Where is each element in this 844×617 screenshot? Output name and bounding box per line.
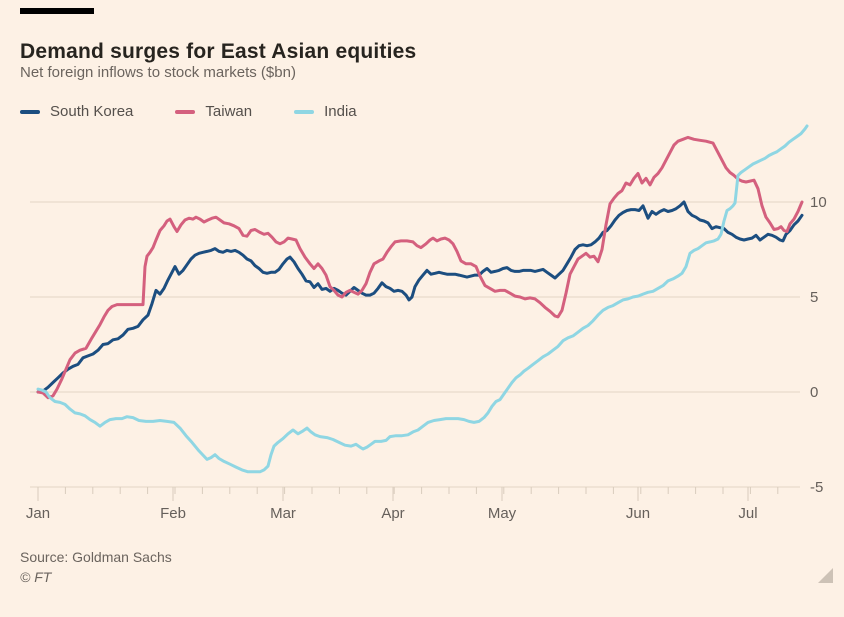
series-line-south-korea	[36, 200, 804, 394]
legend-item-south-korea: South Korea	[20, 103, 133, 120]
x-tick-label: Jan	[26, 505, 50, 522]
india-line-swatch-icon	[294, 109, 315, 114]
x-tick-label: Mar	[270, 505, 296, 522]
x-tick-label: Jun	[626, 505, 650, 522]
legend: South Korea Taiwan India	[20, 103, 357, 120]
x-tick-label: Feb	[160, 505, 186, 522]
x-tick-label: Jul	[738, 505, 757, 522]
top-accent-bar	[20, 8, 94, 14]
legend-item-taiwan: Taiwan	[175, 103, 252, 120]
x-tick-label: May	[488, 505, 517, 522]
legend-label-india: India	[324, 103, 357, 120]
resize-handle-icon[interactable]	[818, 568, 833, 583]
south-korea-line-swatch-icon	[20, 109, 40, 114]
page-title: Demand surges for East Asian equities	[20, 40, 417, 64]
line-chart: 10 5 0 -5 Jan Feb Mar Apr May Jun Jul	[26, 124, 827, 522]
y-tick-label: 5	[810, 289, 818, 306]
source-text: Source: Goldman Sachs	[20, 549, 172, 565]
taiwan-line-swatch-icon	[175, 109, 196, 114]
legend-item-india: India	[294, 103, 357, 120]
x-tick-label: Apr	[381, 505, 404, 522]
ft-copyright: © FT	[20, 569, 52, 585]
y-tick-label: 10	[810, 194, 827, 211]
page-subtitle: Net foreign inflows to stock markets ($b…	[20, 64, 296, 81]
series-line-india	[36, 124, 809, 474]
series-line-taiwan	[36, 135, 804, 400]
legend-label-south-korea: South Korea	[50, 103, 134, 120]
y-tick-label: -5	[810, 479, 823, 496]
y-tick-label: 0	[810, 384, 818, 401]
legend-label-taiwan: Taiwan	[205, 103, 253, 120]
